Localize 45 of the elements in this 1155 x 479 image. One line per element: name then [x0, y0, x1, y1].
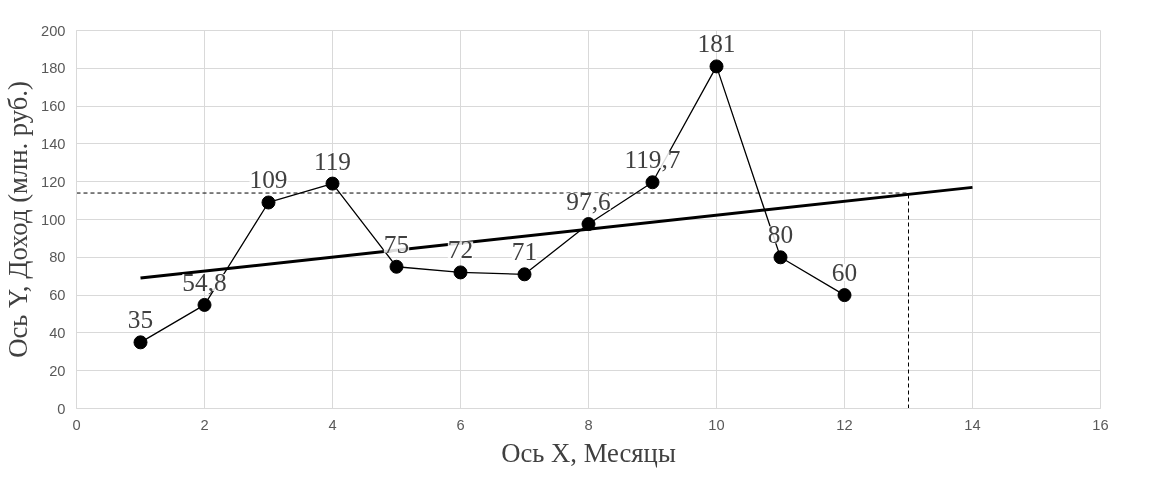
x-tick-label: 4 [328, 416, 337, 433]
data-label: 80 [767, 220, 794, 249]
x-tick-label: 8 [584, 416, 593, 433]
data-label: 119,7 [624, 145, 681, 174]
y-tick-label: 180 [41, 60, 66, 77]
data-label: 109 [249, 165, 288, 194]
y-tick-label: 200 [41, 22, 66, 39]
x-tick-label: 10 [708, 416, 725, 433]
x-tick-label: 2 [200, 416, 209, 433]
point [645, 175, 660, 190]
y-tick-label: 40 [49, 324, 66, 341]
data-label: 72 [447, 235, 474, 264]
data-label: 97,6 [566, 187, 611, 216]
y-tick-label: 120 [41, 173, 66, 190]
x-axis-title: Ось X, Месяцы [501, 437, 676, 468]
data-label: 181 [697, 29, 736, 58]
point [325, 176, 340, 191]
data-label: 35 [127, 305, 154, 334]
x-tick-label: 16 [1092, 416, 1109, 433]
y-axis-title: Ось Y, Доход (млн. руб.) [3, 81, 34, 358]
point [773, 250, 788, 265]
point [517, 267, 532, 282]
y-tick-label: 0 [57, 400, 66, 417]
point [389, 259, 404, 274]
point [709, 59, 724, 74]
x-tick-label: 12 [836, 416, 853, 433]
x-tick-label: 14 [964, 416, 981, 433]
y-tick-label: 140 [41, 135, 66, 152]
point [837, 288, 852, 303]
y-tick-label: 20 [49, 362, 66, 379]
x-tick-label: 6 [456, 416, 465, 433]
point [261, 195, 276, 210]
point [453, 265, 468, 280]
data-label: 71 [511, 237, 538, 266]
data-label: 119 [313, 146, 352, 175]
point [197, 297, 212, 312]
y-tick-label: 100 [41, 211, 66, 228]
y-tick-label: 60 [49, 287, 66, 304]
data-label: 60 [831, 258, 858, 287]
y-tick-label: 80 [49, 249, 66, 266]
y-tick-label: 160 [41, 98, 66, 115]
x-tick-label: 0 [72, 416, 81, 433]
point [133, 335, 148, 350]
data-label: 54,8 [182, 267, 227, 296]
data-label: 75 [383, 229, 410, 258]
